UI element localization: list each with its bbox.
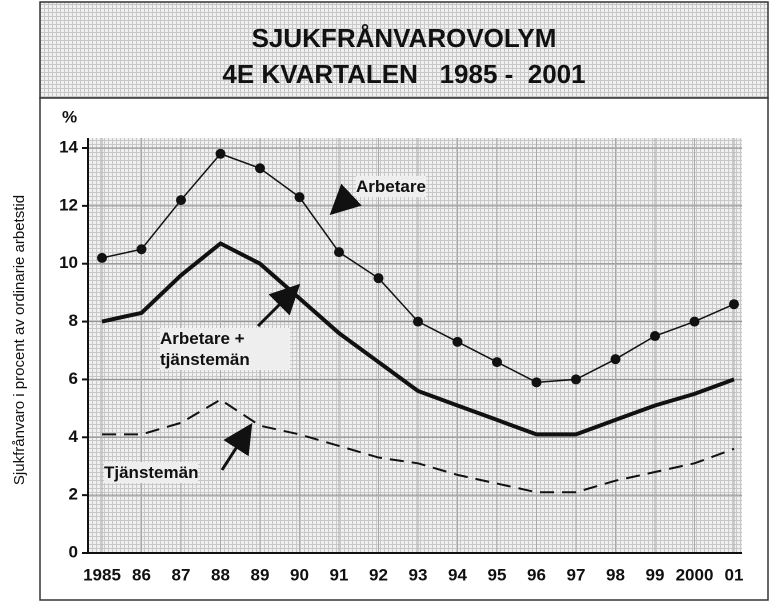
- arrow: [220, 422, 253, 471]
- x-tick-label: 01: [725, 565, 744, 584]
- chart-subtitle: 4E KVARTALEN 1985 - 2001: [222, 59, 585, 89]
- point: [689, 316, 700, 327]
- point: [452, 336, 463, 347]
- point: [373, 273, 384, 284]
- point: [255, 163, 265, 174]
- point: [176, 195, 186, 206]
- x-tick-label: 99: [646, 565, 665, 584]
- x-tick-label: 90: [290, 565, 309, 584]
- point: [97, 252, 107, 263]
- point: [413, 316, 423, 327]
- y-tick-label: 6: [69, 369, 78, 388]
- x-tick-label: 88: [211, 565, 230, 584]
- series-label: Arbetare: [356, 176, 426, 197]
- x-tick-label: 98: [606, 565, 625, 584]
- point: [531, 377, 542, 388]
- y-tick-label: 0: [69, 542, 78, 561]
- x-tick-label: 91: [330, 565, 349, 584]
- point: [729, 299, 739, 310]
- x-tick-label: 97: [567, 565, 586, 584]
- series-line: [102, 398, 735, 494]
- series-label: Arbetare + tjänstemän: [160, 328, 290, 370]
- series-label: Tjänstemän: [104, 462, 199, 483]
- arrow: [256, 283, 301, 328]
- y-unit: %: [62, 107, 77, 126]
- x-tick-label: 94: [448, 565, 467, 584]
- point: [215, 148, 226, 159]
- point: [650, 331, 660, 342]
- x-tick-label: 96: [527, 565, 546, 584]
- point: [610, 354, 621, 365]
- x-tick-label: 2000: [676, 565, 714, 584]
- y-tick-label: 10: [59, 253, 78, 272]
- y-tick-label: 14: [59, 137, 78, 156]
- x-tick-label: 89: [251, 565, 270, 584]
- y-tick-label: 4: [69, 427, 79, 446]
- point: [294, 192, 305, 203]
- title-box: [39, 1, 769, 99]
- y-tick-label: 2: [69, 485, 78, 504]
- y-axis-label: Sjukfrånvaro i procent av ordinarie arbe…: [11, 195, 28, 485]
- y-tick-label: 12: [59, 195, 78, 214]
- x-tick-label: 86: [132, 565, 151, 584]
- point: [571, 374, 581, 385]
- y-tick-label: 8: [69, 311, 78, 330]
- arrow: [329, 183, 362, 216]
- point: [136, 244, 147, 255]
- x-tick-label: 87: [172, 565, 191, 584]
- x-tick-label: 93: [409, 565, 428, 584]
- x-tick-label: 1985: [83, 565, 121, 584]
- series-line: [101, 241, 735, 437]
- point: [334, 247, 344, 258]
- x-tick-label: 95: [488, 565, 507, 584]
- x-tick-label: 92: [369, 565, 388, 584]
- chart-title: SJUKFRÅNVAROVOLYM: [252, 23, 557, 53]
- point: [492, 357, 502, 368]
